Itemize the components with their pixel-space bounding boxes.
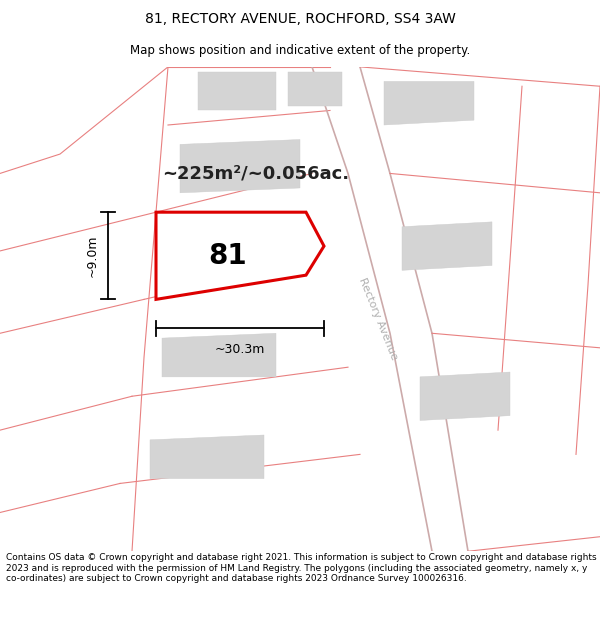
Text: 81: 81 (209, 242, 247, 270)
Text: 81, RECTORY AVENUE, ROCHFORD, SS4 3AW: 81, RECTORY AVENUE, ROCHFORD, SS4 3AW (145, 12, 455, 26)
Text: ~30.3m: ~30.3m (215, 343, 265, 356)
Text: Contains OS data © Crown copyright and database right 2021. This information is : Contains OS data © Crown copyright and d… (6, 553, 596, 583)
Text: ~9.0m: ~9.0m (86, 234, 99, 277)
Polygon shape (150, 435, 264, 479)
Text: Rectory Avenue: Rectory Avenue (357, 276, 399, 361)
Polygon shape (162, 333, 276, 377)
Polygon shape (156, 212, 324, 299)
Polygon shape (288, 72, 342, 106)
Polygon shape (198, 72, 276, 111)
Text: Map shows position and indicative extent of the property.: Map shows position and indicative extent… (130, 44, 470, 57)
Polygon shape (420, 372, 510, 421)
Polygon shape (384, 81, 474, 125)
Polygon shape (180, 139, 300, 192)
Polygon shape (402, 222, 492, 270)
Text: ~225m²/~0.056ac.: ~225m²/~0.056ac. (162, 164, 349, 182)
Polygon shape (180, 236, 282, 280)
